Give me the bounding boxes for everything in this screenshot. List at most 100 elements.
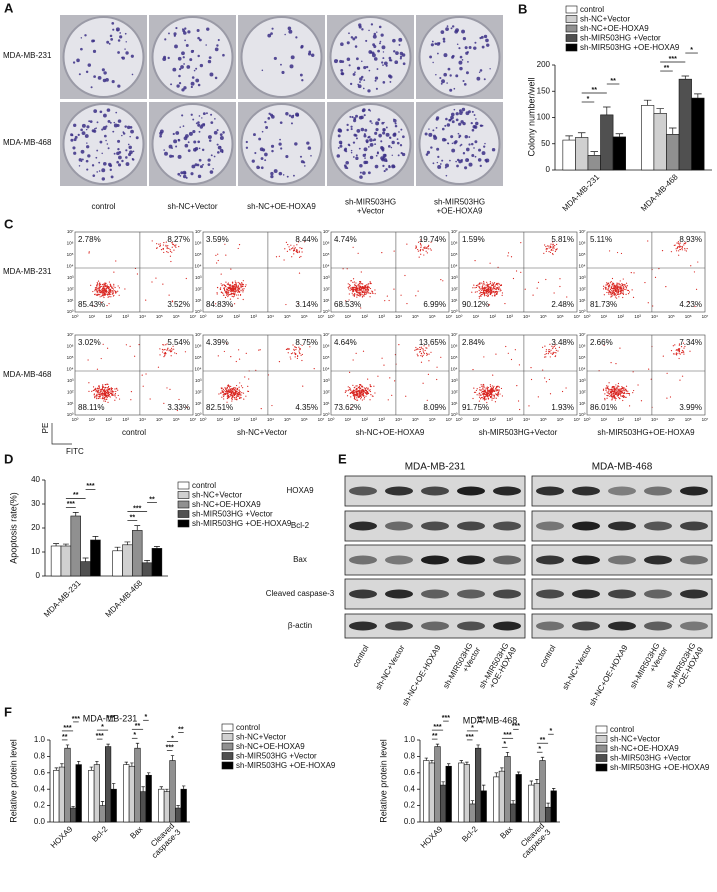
colony [110,38,113,41]
significance-label: ** [178,726,184,733]
event-dot [112,391,113,392]
y-tick-label: 10¹ [323,298,330,303]
event-dot [114,290,115,291]
colony [183,125,185,127]
colony [400,56,402,58]
colony [354,71,356,73]
band [385,522,413,531]
event-dot [234,303,235,304]
colony [92,129,95,132]
event-dot [359,387,360,388]
event-dot [101,358,102,359]
colony [451,27,453,29]
colony [448,68,451,71]
colony [199,131,201,133]
event-dot [497,291,498,292]
event-dot [425,350,426,351]
band [493,522,521,531]
event-dot [230,356,231,357]
event-dot [241,392,242,393]
event-dot [106,392,107,393]
colony [95,157,97,159]
colony [254,152,256,154]
event-dot [239,287,240,288]
event-dot [678,250,679,251]
event-dot [424,246,425,247]
x-tick-label: 10⁰ [584,314,591,319]
event-dot [613,393,614,394]
event-dot [366,291,367,292]
colony [86,169,88,171]
y-tick-label: 10⁴ [67,263,74,268]
event-dot [420,355,421,356]
event-dot [497,288,498,289]
colony [130,130,134,134]
event-dot [112,392,113,393]
legend-label: sh-NC+OE-HOXA9 [580,24,649,33]
event-dot [490,293,491,294]
colony [436,116,439,119]
bar [510,804,516,822]
event-dot [93,390,94,391]
colony [353,73,356,76]
event-dot [614,386,615,387]
colony [339,141,343,145]
band [457,487,485,496]
y-tick-label: 10⁷ [323,229,330,234]
significance-label: *** [503,732,511,739]
colony [428,133,432,137]
quadrant-percent: 7.34% [679,338,702,347]
event-dot [119,295,120,296]
x-tick-label: 10² [105,314,112,319]
quadrant-percent: 13.65% [419,338,446,347]
event-dot [495,354,496,355]
significance-label: *** [107,715,115,722]
significance-label: *** [433,724,441,731]
event-dot [356,400,357,401]
event-dot [415,245,416,246]
event-dot [102,386,103,387]
event-dot [348,283,349,284]
x-tick-label: 10¹ [345,314,352,319]
colony [271,145,274,148]
event-dot [228,284,229,285]
bar [59,767,65,822]
bar [545,807,551,822]
event-dot [236,395,237,396]
legend-label: sh-MIR503HG +Vector [580,34,661,43]
event-dot [606,391,607,392]
event-dot [291,353,292,354]
colony [426,153,429,156]
colony [451,149,455,153]
colony [437,53,439,55]
event-dot [605,287,606,288]
colony [428,128,429,129]
colony [380,146,383,149]
colony [118,163,121,166]
colony [117,84,120,87]
event-dot [100,290,101,291]
event-dot [490,393,491,394]
event-dot [97,283,98,284]
event-dot [671,251,672,252]
event-dot [415,347,416,348]
y-tick-label: 10⁵ [67,252,74,257]
event-dot [165,245,166,246]
event-dot [116,388,117,389]
event-dot [172,247,173,248]
event-dot [485,285,486,286]
bar [61,546,71,576]
band [644,590,672,599]
event-dot [110,290,111,291]
x-tick-label: 10³ [378,314,385,319]
colony [397,142,400,145]
colony [192,130,195,133]
event-dot [622,285,623,286]
event-dot [170,251,171,252]
event-dot [99,385,100,386]
colony [353,142,355,144]
event-dot [294,250,295,251]
bar [76,765,82,822]
event-dot [479,394,480,395]
event-dot [473,285,474,286]
